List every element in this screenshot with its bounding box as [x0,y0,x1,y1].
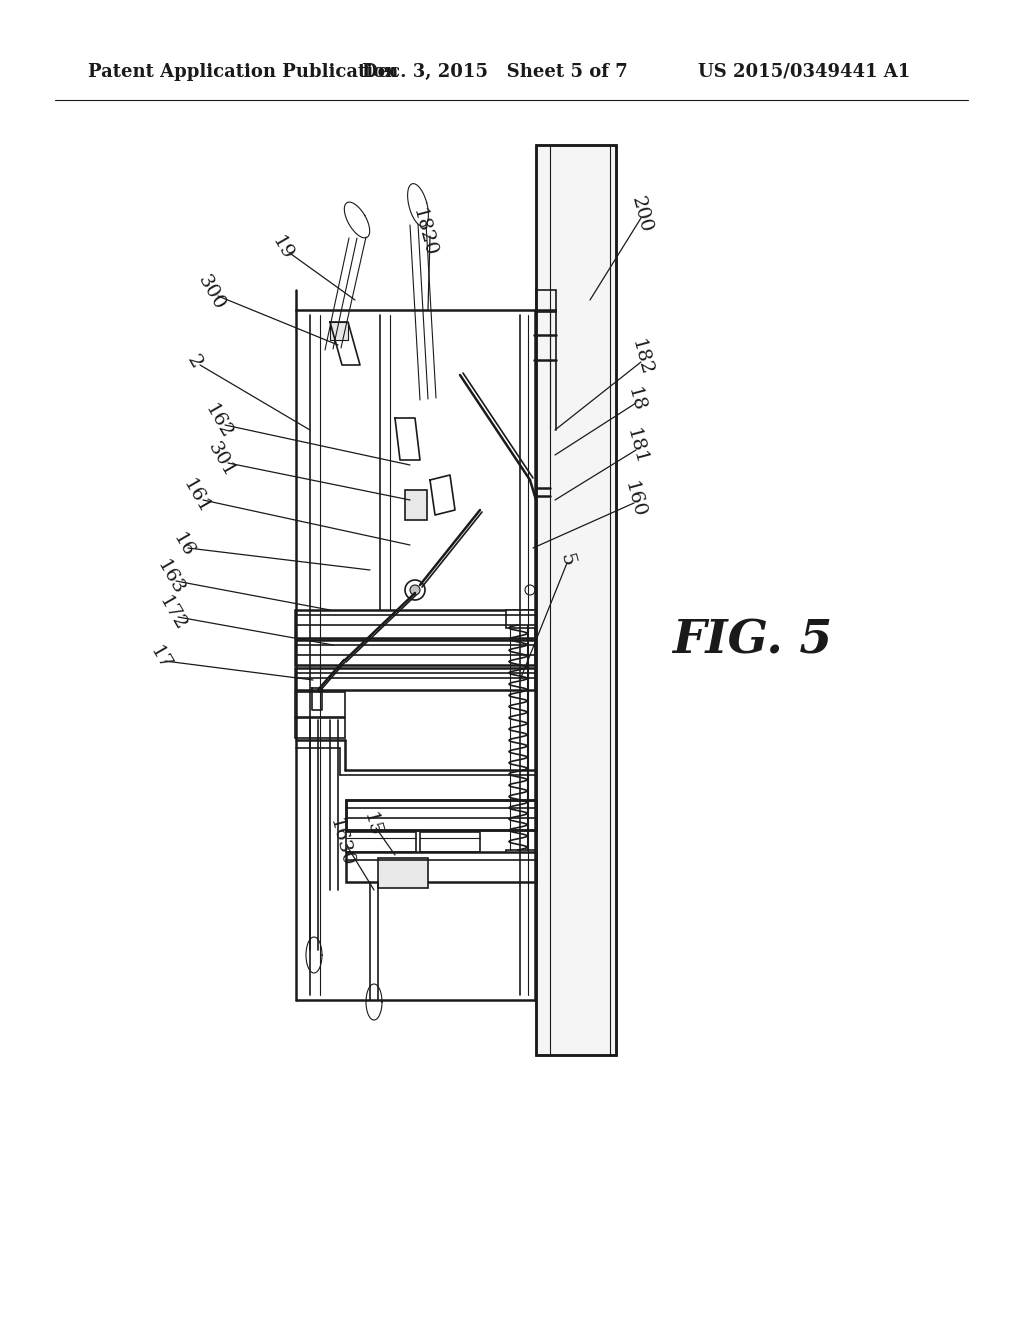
Bar [506,610,536,628]
Bar [295,610,535,638]
Polygon shape [366,983,382,1020]
Text: 200: 200 [628,195,654,235]
Polygon shape [306,937,322,973]
Text: 160: 160 [621,479,647,520]
Circle shape [525,585,535,595]
Bar [378,858,428,888]
Polygon shape [330,322,348,341]
Text: 301: 301 [204,440,239,480]
Bar [536,290,556,312]
Bar [346,800,536,830]
Text: 18: 18 [624,385,648,414]
Text: 181: 181 [623,426,649,467]
Bar [295,718,345,738]
Text: 163: 163 [153,557,187,599]
Text: FIG. 5: FIG. 5 [672,616,833,663]
Text: Dec. 3, 2015   Sheet 5 of 7: Dec. 3, 2015 Sheet 5 of 7 [362,63,628,81]
Text: 19: 19 [268,232,296,263]
Bar [295,640,535,665]
Circle shape [406,579,425,601]
Bar [346,851,536,882]
Text: 15: 15 [360,810,384,840]
Text: 172: 172 [155,594,189,635]
Text: 16: 16 [169,529,197,560]
Bar [420,832,480,851]
Text: US 2015/0349441 A1: US 2015/0349441 A1 [698,63,910,81]
Polygon shape [344,202,370,238]
Text: 1630: 1630 [326,817,356,870]
Text: 17: 17 [146,643,174,673]
Bar [346,800,536,830]
Bar [295,668,535,690]
Bar [406,490,427,520]
Text: 1820: 1820 [409,207,439,259]
Polygon shape [408,183,428,226]
Text: 161: 161 [179,477,213,517]
Text: 2: 2 [183,352,205,372]
Text: 5: 5 [557,552,578,569]
Bar [536,145,616,1055]
Text: 182: 182 [628,338,654,379]
Polygon shape [312,688,322,710]
Circle shape [410,585,420,595]
Bar [295,692,345,717]
Text: 162: 162 [201,401,236,442]
Bar [536,145,616,1055]
Bar [346,832,416,851]
Bar [506,850,536,875]
Text: Patent Application Publication: Patent Application Publication [88,63,398,81]
Text: 300: 300 [194,272,228,314]
